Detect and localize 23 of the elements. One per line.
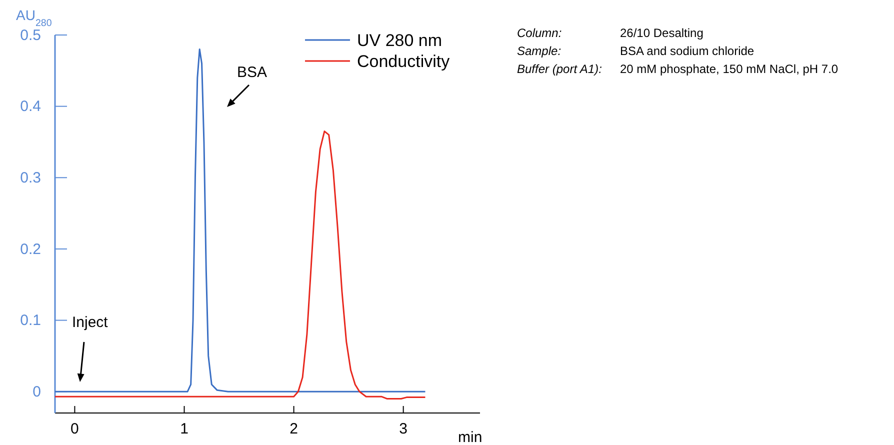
y-axis-title: AU$_{280}$ [16,7,52,28]
y-tick-label: 0.3 [20,169,41,186]
y-tick-label: 0.4 [20,98,41,116]
y-tick-label: 0.1 [20,312,41,330]
x-axis-title: min [458,429,482,445]
x-tick-label: 2 [290,420,298,438]
x-tick-label: 3 [399,420,408,438]
text: Buffer (port A1): [517,62,602,76]
legend-label: Conductivity [357,52,450,71]
line-series [54,130,426,400]
y-tick-label: 0.5 [20,26,41,44]
x-tick-label: 1 [180,420,188,438]
text: Column: [517,26,562,40]
text: Sample: [517,44,562,58]
text: 26/10 Desalting [620,26,704,40]
y-tick-label: 0 [32,383,41,400]
x-tick-label: 0 [70,420,79,438]
text: BSA and sodium chloride [620,44,754,58]
y-tick-label: 0.2 [20,240,41,258]
annotation: BSA [237,64,268,81]
legend-label: UV 280 nm [357,31,442,50]
text: 20 mM phosphate, 150 mM NaCl, pH 7.0 [620,62,838,76]
annotation: Inject [72,314,109,331]
